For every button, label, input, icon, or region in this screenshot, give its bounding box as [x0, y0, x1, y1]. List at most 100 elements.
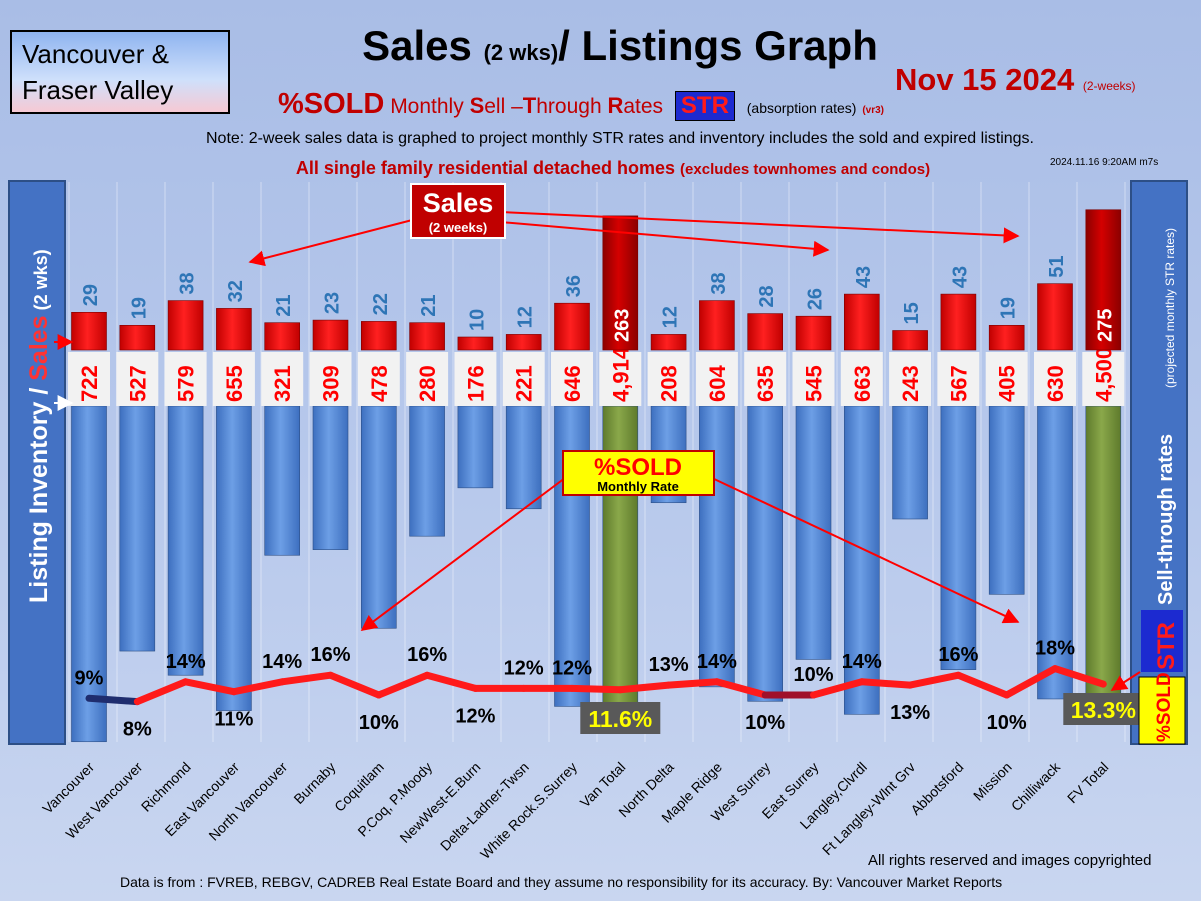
inventory-bar-ft-langley-wlnt-grv [892, 405, 928, 520]
str-label-ft-langley-wlnt-grv: 13% [890, 702, 930, 724]
inventory-label-p-coq-p-moody: 280 [415, 365, 440, 402]
inventory-label-chilliwack: 630 [1043, 365, 1068, 402]
sales-bar-vancouver [71, 311, 107, 351]
inventory-label-west-surrey: 635 [753, 365, 778, 402]
inventory-bar-coquitlam [360, 405, 397, 629]
sales-label-richmond: 38 [177, 272, 199, 294]
inventory-bar-langley-clvrdl [843, 405, 880, 715]
inventory-label-box-north-delta [647, 352, 690, 406]
inventory-label-ft-langley-wlnt-grv: 243 [898, 365, 923, 402]
inventory-label-abbotsford: 567 [946, 365, 971, 402]
inventory-bar-west-surrey [747, 405, 784, 702]
subtitle-hrough: hrough [536, 95, 602, 118]
str-label-richmond: 14% [166, 651, 206, 673]
str-label-van-total: 11.6% [588, 706, 652, 732]
str-label-abbotsford: 16% [938, 644, 978, 666]
scope-small: (excludes townhomes and condos) [680, 161, 931, 178]
sales-bar-west-vancouver [119, 324, 156, 351]
sales-bar-west-surrey [747, 313, 784, 351]
str-label-mission: 10% [987, 712, 1027, 734]
sales-label-north-vancouver: 21 [273, 294, 295, 316]
sales-label-van-total: 263 [611, 309, 633, 342]
sales-bar-mission [988, 324, 1025, 351]
str-line-segment-4 [230, 678, 286, 696]
sales-label-mission: 19 [998, 297, 1020, 319]
str-label-p-coq-p-moody: 16% [407, 644, 447, 666]
inventory-label-coquitlam: 478 [367, 365, 392, 402]
str-label-newwest-e-burn: 12% [455, 705, 495, 727]
sales-callout-box [410, 183, 506, 239]
subtitle-version: (vr3) [862, 105, 884, 116]
sales-callout-sub: (2 weeks) [429, 220, 488, 235]
sales-label-delta-ladner-twsn: 12 [515, 306, 537, 328]
str-label-vancouver: 9% [75, 667, 104, 689]
str-label-white-rock-s-surrey: 12% [552, 657, 592, 679]
category-label-chilliwack: Chilliwack [1008, 758, 1064, 814]
category-label-white-rock-s-surrey: White Rock.S.Surrey [477, 759, 580, 862]
sales-label-burnaby: 23 [322, 292, 344, 314]
str-line-segment-5 [278, 671, 334, 686]
arrow-sold-to-line-left [360, 477, 566, 631]
str-label-west-vancouver: 8% [123, 719, 152, 741]
sales-label-newwest-e-burn: 10 [466, 309, 488, 331]
sales-bar-p-coq-p-moody [409, 322, 445, 351]
str-line-segment-6 [327, 671, 383, 699]
sales-bar-newwest-e-burn [457, 336, 494, 351]
str-line-segment-8 [423, 671, 479, 692]
inventory-label-box-white-rock-s-surrey [551, 352, 593, 406]
str-label-north-vancouver: 14% [262, 651, 302, 673]
inventory-bar-west-vancouver [119, 405, 156, 652]
sold-callout: %SOLD Monthly Rate [562, 450, 715, 496]
str-line-segment-17 [858, 678, 914, 689]
inventory-label-box-fv-total [1082, 352, 1125, 406]
str-line-segment-20 [1003, 665, 1059, 699]
left-axis-part1: Listing Inventory / [25, 381, 53, 603]
sales-label-abbotsford: 43 [949, 266, 971, 288]
region-label: Vancouver & Fraser Valley [22, 39, 174, 105]
inventory-label-box-burnaby [309, 352, 352, 406]
category-label-fv-total: FV Total [1064, 759, 1111, 806]
inventory-label-north-vancouver: 321 [270, 365, 295, 402]
region-label-box: Vancouver & Fraser Valley [10, 30, 230, 114]
inventory-bar-burnaby [312, 405, 349, 550]
inventory-label-van-total: 4,914 [608, 346, 633, 402]
str-label-west-surrey: 10% [745, 712, 785, 734]
subtitle-s: S [469, 93, 485, 118]
inventory-bar-vancouver [71, 405, 107, 743]
sales-label-north-delta: 12 [660, 306, 682, 328]
str-line-segment-7 [375, 671, 431, 699]
right-axis-sold: %SOLD [1154, 672, 1175, 742]
inventory-label-box-chilliwack [1034, 352, 1076, 406]
arrow-right-axis-sold [1110, 671, 1141, 691]
str-label-east-surrey: 10% [793, 664, 833, 686]
sales-label-chilliwack: 51 [1046, 255, 1068, 277]
sales-bar-fv-total [1085, 209, 1122, 351]
right-axis-str-badge [1141, 610, 1183, 672]
sales-callout-title: Sales [423, 188, 494, 218]
category-label-mission: Mission [970, 759, 1015, 804]
sales-bar-langley-clvrdl [843, 293, 880, 351]
right-axis-main: Sell-through rates [1155, 434, 1177, 605]
inventory-label-box-newwest-e-burn [454, 352, 497, 406]
str-line-layer: 9% 8% 14% 11% 14% 16% 10% 16% 12% 12% 12% 11.6% 13% 1… [75, 638, 1144, 741]
sales-label-vancouver: 29 [80, 284, 102, 306]
inventory-label-burnaby: 309 [319, 365, 344, 402]
arrow-sales-to-east-surrey [499, 221, 830, 257]
inventory-bar-newwest-e-burn [457, 405, 494, 489]
str-line-segment-19 [954, 671, 1011, 699]
sales-bar-north-delta [650, 334, 687, 351]
inventory-label-box-mission [985, 352, 1028, 406]
inventory-label-box-delta-ladner-twsn [502, 352, 545, 406]
right-axis-sub: (projected monthly STR rates) [1163, 228, 1177, 388]
title-main: Sales [362, 22, 472, 69]
sales-bar-east-surrey [795, 315, 832, 351]
inventory-bar-chilliwack [1037, 405, 1073, 700]
str-line-segment-12 [616, 681, 673, 694]
str-label-east-vancouver: 11% [214, 709, 253, 731]
sales-bar-van-total [602, 215, 639, 351]
str-label-burnaby: 16% [310, 644, 350, 666]
inventory-bar-delta-ladner-twsn [505, 405, 542, 510]
inventory-label-mission: 405 [995, 365, 1020, 402]
inventory-label-box-abbotsford [937, 352, 980, 406]
